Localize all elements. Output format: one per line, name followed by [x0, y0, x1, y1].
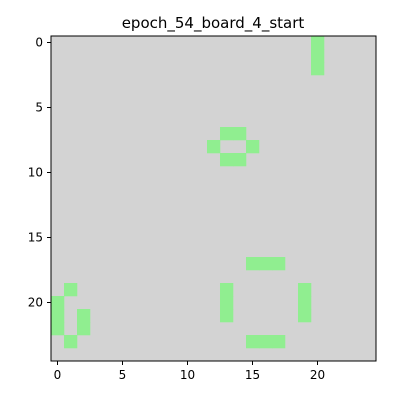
x-tick-label: 20 [310, 368, 325, 382]
y-tick-label: 10 [28, 166, 43, 180]
live-cell [259, 257, 273, 271]
live-cell [272, 335, 286, 349]
y-tick-label: 0 [35, 36, 43, 50]
y-tick-label: 20 [28, 296, 43, 310]
live-cell [311, 36, 325, 50]
live-cell [220, 296, 234, 310]
x-tick-label: 5 [119, 368, 127, 382]
x-tick-label: 10 [180, 368, 195, 382]
live-cell [77, 322, 91, 336]
y-tick-label: 5 [35, 101, 43, 115]
live-cell [220, 153, 234, 167]
y-axis: 0 5 10 15 20 [28, 36, 51, 310]
live-cell [298, 296, 312, 310]
board-frame [50, 35, 377, 362]
live-cell [246, 140, 260, 154]
live-cell [246, 257, 260, 271]
y-tick-label: 15 [28, 231, 43, 245]
live-cell [272, 257, 286, 271]
x-tick-label: 0 [54, 368, 62, 382]
live-cell [233, 127, 247, 141]
x-tick-label: 15 [245, 368, 260, 382]
live-cell [77, 309, 91, 323]
live-cell [233, 153, 247, 167]
live-cell [220, 283, 234, 297]
live-cell [311, 62, 325, 76]
live-cell [64, 335, 78, 349]
board-cells [51, 36, 376, 361]
live-cell [259, 335, 273, 349]
board-title: epoch_54_board_4_start [122, 14, 305, 33]
live-cell [51, 309, 65, 323]
live-cell [298, 283, 312, 297]
live-cell [311, 49, 325, 63]
x-axis: 0 5 10 15 20 [54, 361, 325, 382]
live-cell [207, 140, 221, 154]
live-cell [220, 127, 234, 141]
live-cell [64, 283, 78, 297]
live-cell [220, 309, 234, 323]
live-cell [246, 335, 260, 349]
live-cell [51, 296, 65, 310]
live-cell [298, 309, 312, 323]
live-cell [51, 322, 65, 336]
board-background [51, 36, 376, 361]
